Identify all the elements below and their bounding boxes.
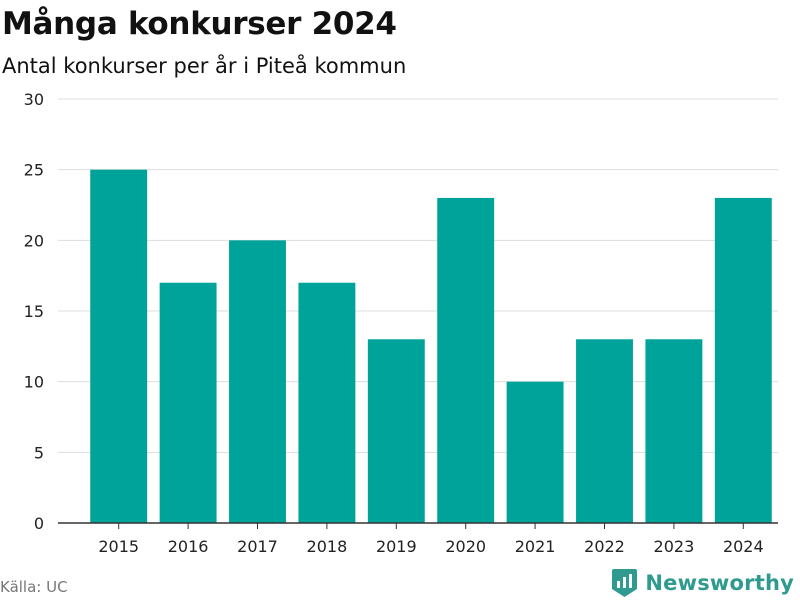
y-axis-ticks: 0 5 10 15 20 25 30 (24, 90, 44, 533)
y-tick-label: 0 (34, 514, 44, 533)
x-tick-label: 2024 (723, 537, 764, 556)
bar-2015 (90, 169, 148, 523)
bar-2019 (367, 339, 425, 523)
bar-2017 (229, 240, 286, 524)
bar-2020 (437, 197, 495, 523)
bar-2018 (298, 282, 356, 523)
x-tick-label: 2018 (307, 537, 348, 556)
bar-2024 (714, 197, 772, 523)
y-tick-label: 15 (24, 302, 44, 321)
bar-2021 (506, 381, 564, 523)
x-axis-ticks: 2015 2016 2017 2018 2019 2020 2021 2022 2023 2024 (98, 523, 764, 556)
brand-logo: Newsworthy (612, 569, 794, 597)
x-tick-label: 2019 (376, 537, 417, 556)
x-tick-label: 2015 (98, 537, 139, 556)
x-tick-label: 2020 (445, 537, 486, 556)
x-tick-label: 2017 (237, 537, 278, 556)
chart-subtitle: Antal konkurser per år i Piteå kommun (2, 54, 407, 78)
y-tick-label: 5 (34, 443, 44, 462)
source-note: Källa: UC (0, 578, 68, 596)
bar-2023 (645, 339, 703, 523)
y-tick-label: 10 (24, 373, 44, 392)
bar-2022 (576, 339, 633, 523)
brand-name: Newsworthy (645, 571, 794, 595)
x-tick-label: 2023 (654, 537, 695, 556)
x-tick-label: 2016 (168, 537, 209, 556)
bar-2016 (159, 282, 217, 523)
y-tick-label: 30 (24, 90, 44, 109)
chart-title: Många konkurser 2024 (2, 6, 397, 42)
x-tick-label: 2021 (515, 537, 556, 556)
y-tick-label: 20 (24, 231, 44, 250)
bars (90, 169, 772, 524)
newsworthy-logo-icon (612, 569, 638, 597)
y-tick-label: 25 (24, 161, 44, 180)
x-tick-label: 2022 (584, 537, 625, 556)
